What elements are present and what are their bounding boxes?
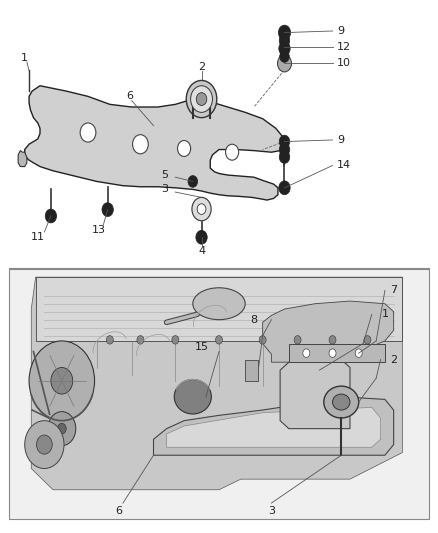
- Circle shape: [215, 336, 223, 344]
- Circle shape: [45, 209, 57, 223]
- Text: 12: 12: [336, 43, 350, 52]
- Circle shape: [279, 135, 290, 148]
- Circle shape: [279, 42, 290, 55]
- Circle shape: [36, 435, 52, 454]
- Polygon shape: [166, 407, 381, 447]
- Text: 6: 6: [126, 91, 133, 101]
- Text: 5: 5: [161, 170, 168, 180]
- Circle shape: [294, 336, 301, 344]
- Text: 1: 1: [21, 53, 28, 63]
- Circle shape: [279, 181, 290, 195]
- Polygon shape: [25, 86, 284, 200]
- Circle shape: [364, 336, 371, 344]
- Circle shape: [278, 55, 291, 72]
- Circle shape: [137, 336, 144, 344]
- Circle shape: [106, 336, 113, 344]
- Circle shape: [57, 423, 66, 434]
- Circle shape: [191, 86, 212, 112]
- Circle shape: [196, 230, 207, 244]
- Circle shape: [279, 151, 290, 164]
- Circle shape: [303, 349, 310, 358]
- Circle shape: [177, 141, 191, 157]
- Ellipse shape: [332, 394, 350, 410]
- Circle shape: [259, 336, 266, 344]
- Circle shape: [80, 123, 96, 142]
- Bar: [245, 360, 258, 381]
- Circle shape: [25, 421, 64, 469]
- Circle shape: [329, 349, 336, 358]
- Circle shape: [279, 25, 290, 40]
- Text: 8: 8: [251, 314, 258, 325]
- Text: 14: 14: [336, 160, 350, 171]
- Circle shape: [51, 368, 73, 394]
- Circle shape: [196, 93, 207, 106]
- Circle shape: [329, 336, 336, 344]
- Text: 7: 7: [390, 286, 397, 295]
- Circle shape: [133, 135, 148, 154]
- Text: 9: 9: [338, 135, 345, 145]
- Text: 6: 6: [115, 506, 122, 516]
- Text: 13: 13: [92, 225, 106, 236]
- Text: 3: 3: [161, 184, 168, 195]
- Polygon shape: [153, 397, 394, 455]
- Circle shape: [48, 411, 76, 446]
- Circle shape: [192, 197, 211, 221]
- Text: 15: 15: [194, 342, 208, 352]
- Text: 11: 11: [31, 232, 45, 243]
- Text: 2: 2: [390, 354, 397, 365]
- Circle shape: [197, 204, 206, 214]
- Circle shape: [279, 143, 290, 156]
- Circle shape: [102, 203, 113, 216]
- Ellipse shape: [174, 379, 212, 414]
- Text: 1: 1: [381, 309, 389, 319]
- Circle shape: [355, 349, 362, 358]
- Ellipse shape: [193, 288, 245, 320]
- Bar: [289, 344, 385, 362]
- Circle shape: [186, 80, 217, 118]
- Bar: [35, 277, 403, 341]
- Polygon shape: [280, 360, 350, 429]
- Text: 9: 9: [338, 26, 345, 36]
- Text: 4: 4: [198, 246, 205, 255]
- Text: 2: 2: [198, 62, 205, 72]
- Polygon shape: [31, 277, 403, 490]
- Circle shape: [172, 336, 179, 344]
- Bar: [10, 269, 428, 519]
- Circle shape: [188, 175, 198, 187]
- Polygon shape: [263, 301, 394, 362]
- Text: 3: 3: [268, 506, 275, 516]
- Circle shape: [226, 144, 239, 160]
- Circle shape: [29, 341, 95, 421]
- Polygon shape: [18, 151, 27, 166]
- Text: 10: 10: [336, 59, 350, 68]
- Ellipse shape: [324, 386, 359, 418]
- Circle shape: [280, 51, 289, 62]
- Circle shape: [279, 34, 290, 47]
